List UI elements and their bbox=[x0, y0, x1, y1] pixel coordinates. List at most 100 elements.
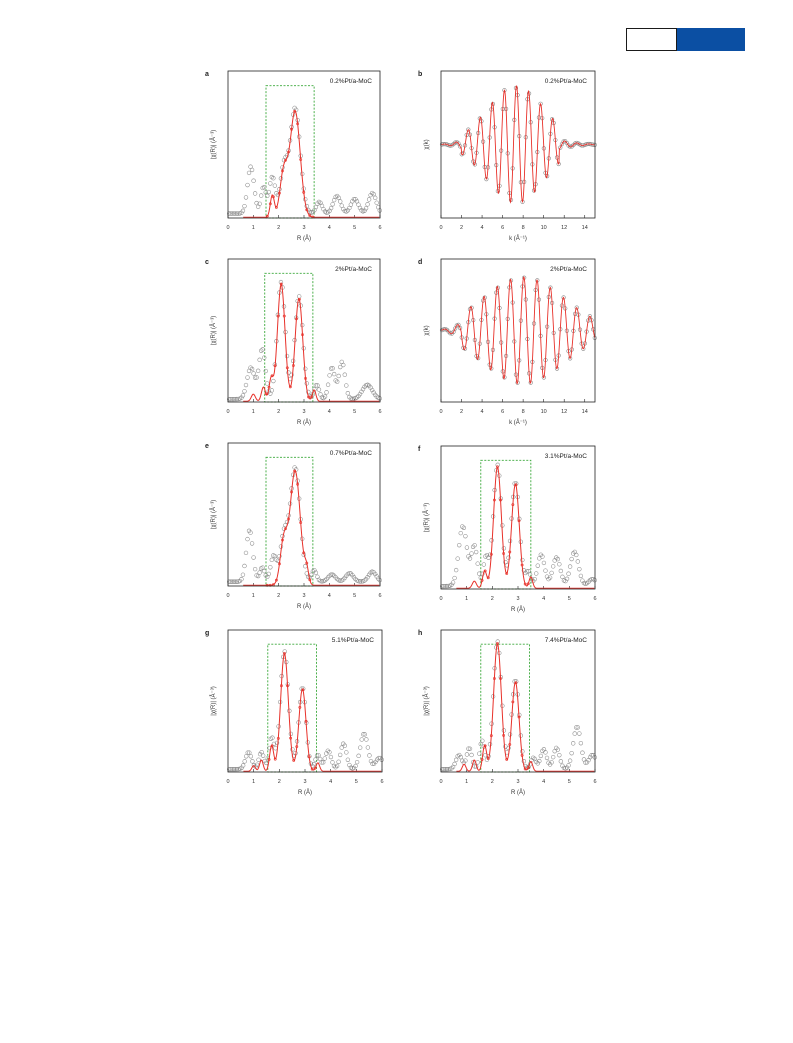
data-point bbox=[233, 396, 238, 402]
data-point bbox=[473, 549, 479, 555]
data-point bbox=[230, 766, 235, 772]
data-point bbox=[550, 754, 556, 760]
fit-marker bbox=[298, 297, 301, 301]
plot-frame bbox=[440, 629, 596, 773]
data-point bbox=[457, 325, 463, 331]
data-point bbox=[271, 741, 277, 747]
x-tick-label: 1 bbox=[252, 593, 255, 599]
fit-marker bbox=[296, 482, 300, 486]
data-point bbox=[328, 754, 334, 760]
data-point bbox=[546, 576, 551, 582]
y-axis-label: |χ(R)| (Å⁻³) bbox=[423, 686, 430, 715]
x-tick-label: 4 bbox=[542, 779, 545, 785]
chart-panel-f: f 3.1%Pt/a-MoC |χ(R)| (Å⁻³) R (Å) 0 1 2 3 4 5 6 bbox=[418, 445, 597, 613]
data-point bbox=[274, 740, 280, 746]
data-point bbox=[543, 750, 548, 755]
data-point bbox=[259, 193, 264, 198]
data-point bbox=[252, 566, 258, 572]
data-point bbox=[502, 88, 507, 93]
data-point bbox=[338, 199, 343, 204]
data-point bbox=[356, 578, 361, 584]
data-point bbox=[316, 387, 322, 392]
x-tick-label: 1 bbox=[252, 225, 255, 231]
fit-line bbox=[456, 465, 595, 589]
x-tick-label: 2 bbox=[278, 779, 281, 785]
sample-label: 0.7%Pt/a-MoC bbox=[330, 450, 373, 457]
data-point bbox=[354, 759, 360, 765]
plot-frame bbox=[227, 629, 383, 773]
data-point bbox=[538, 753, 544, 759]
data-point bbox=[506, 555, 511, 560]
chart-panel-d: d 2%Pt/a-MoC χ(k) k (Å⁻¹) 0 2 4 6 8 10 12 14 bbox=[418, 258, 597, 426]
data-point bbox=[547, 575, 553, 580]
data-point bbox=[489, 538, 494, 543]
data-point bbox=[257, 357, 262, 363]
data-point bbox=[334, 763, 340, 769]
fit-marker bbox=[526, 582, 530, 586]
data-point bbox=[357, 391, 363, 397]
chart-panel-c: c 2%Pt/a-MoC |χ(R)| (Å⁻³) R (Å) 0 1 2 3 4 5 6 bbox=[205, 258, 382, 426]
data-point bbox=[564, 765, 570, 770]
data-point bbox=[506, 745, 511, 751]
data-point bbox=[268, 181, 273, 186]
data-point bbox=[371, 390, 376, 395]
plot-frame bbox=[227, 258, 381, 403]
fit-marker bbox=[310, 395, 314, 399]
data-point bbox=[236, 211, 241, 216]
data-point bbox=[363, 206, 369, 211]
data-point bbox=[534, 759, 539, 765]
data-point bbox=[336, 373, 341, 379]
data-point bbox=[480, 571, 485, 577]
x-tick-label: 3 bbox=[302, 225, 305, 231]
data-point bbox=[330, 366, 335, 371]
data-point bbox=[230, 396, 235, 402]
fit-marker bbox=[514, 681, 518, 685]
data-point bbox=[373, 195, 378, 201]
x-axis-label: R (Å) bbox=[511, 789, 525, 796]
fit-marker bbox=[486, 757, 490, 760]
data-point bbox=[357, 579, 363, 584]
x-tick-label: 1 bbox=[465, 596, 468, 602]
x-tick-label: 6 bbox=[501, 225, 504, 231]
data-point bbox=[453, 567, 459, 573]
data-point bbox=[357, 205, 363, 211]
data-point bbox=[345, 391, 351, 396]
data-point bbox=[251, 371, 256, 376]
data-point bbox=[460, 524, 465, 529]
data-point bbox=[243, 382, 249, 388]
x-tick-label: 10 bbox=[541, 409, 547, 415]
data-point bbox=[365, 745, 371, 750]
data-point bbox=[569, 556, 574, 562]
data-point bbox=[248, 530, 253, 535]
fit-marker bbox=[480, 758, 484, 761]
fit-marker bbox=[267, 758, 271, 761]
data-point bbox=[342, 743, 347, 748]
data-point bbox=[577, 731, 582, 736]
data-point bbox=[520, 557, 525, 563]
fit-marker bbox=[514, 483, 518, 487]
data-point bbox=[249, 541, 255, 546]
data-point bbox=[584, 760, 590, 765]
data-point bbox=[356, 753, 361, 759]
header-box-white bbox=[626, 28, 677, 51]
x-tick-label: 3 bbox=[302, 593, 305, 599]
data-point bbox=[566, 571, 571, 576]
data-point bbox=[441, 583, 446, 589]
data-point bbox=[563, 578, 568, 584]
fit-marker bbox=[298, 706, 302, 709]
fit-line bbox=[243, 469, 380, 586]
x-tick-label: 8 bbox=[522, 409, 525, 415]
data-point bbox=[260, 753, 266, 758]
fit-marker bbox=[305, 561, 309, 565]
data-point bbox=[246, 170, 252, 176]
data-point bbox=[581, 346, 586, 351]
fit-marker bbox=[505, 758, 509, 761]
data-point bbox=[266, 189, 271, 195]
fit-marker bbox=[492, 677, 496, 680]
data-point bbox=[358, 745, 363, 750]
data-point bbox=[544, 755, 550, 761]
data-point bbox=[464, 752, 470, 757]
data-point bbox=[472, 543, 477, 548]
data-point bbox=[257, 570, 262, 575]
data-point bbox=[266, 571, 271, 577]
